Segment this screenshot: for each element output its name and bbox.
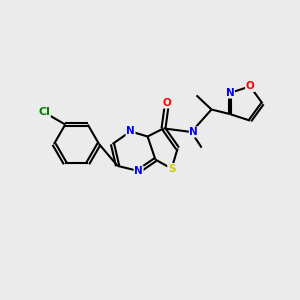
Text: O: O xyxy=(162,98,171,108)
Text: N: N xyxy=(226,88,234,98)
Text: Cl: Cl xyxy=(38,107,50,117)
Text: S: S xyxy=(168,164,175,174)
Text: N: N xyxy=(134,166,143,176)
Text: N: N xyxy=(189,127,198,137)
Text: O: O xyxy=(246,81,254,92)
Text: N: N xyxy=(126,126,135,136)
